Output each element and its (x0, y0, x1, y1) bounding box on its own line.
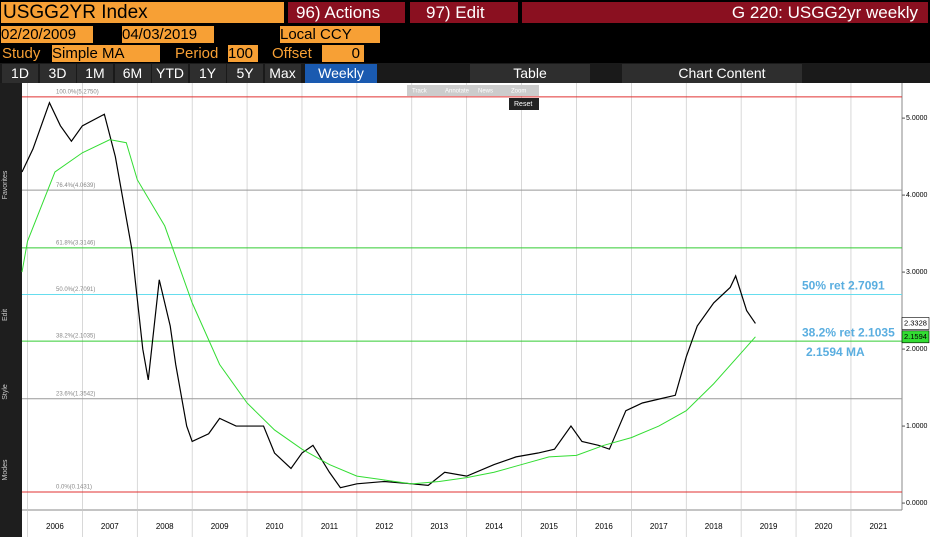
plot-background (22, 83, 930, 537)
axis-area (902, 83, 930, 537)
y-tick-label: 5.0000 (906, 115, 928, 122)
floating-tool: Annotate (445, 89, 470, 95)
floating-tool: Zoom (511, 89, 526, 95)
x-tick-label: 2018 (705, 522, 723, 531)
window-title: G 220: USGG2yr weekly (522, 2, 928, 23)
retracement-label: 100.0%(5.2750) (56, 90, 99, 96)
annotation: 50% ret 2.7091 (802, 279, 885, 293)
table-button[interactable]: Table (470, 64, 590, 83)
sidebar-section: Favorites (2, 170, 9, 199)
period-button[interactable]: Max (264, 64, 301, 83)
date-to[interactable]: 04/03/2019 (122, 26, 214, 43)
sidebar-section: Edit (2, 309, 9, 321)
y-tick-label: 2.0000 (906, 346, 928, 353)
x-tick-label: 2006 (46, 522, 64, 531)
y-tick-label: 3.0000 (906, 269, 928, 276)
annotation: 2.1594 MA (806, 345, 865, 359)
floating-tool: Track (412, 89, 428, 95)
reset-label: Reset (514, 101, 532, 108)
x-tick-label: 2021 (869, 522, 887, 531)
sidebar (0, 83, 22, 537)
retracement-label: 38.2%(2.1035) (56, 334, 95, 340)
period-button[interactable]: 3D (39, 64, 76, 83)
x-tick-label: 2010 (266, 522, 284, 531)
x-tick-label: 2009 (211, 522, 229, 531)
x-tick-label: 2014 (485, 522, 503, 531)
floating-toolbar (407, 85, 539, 96)
retracement-label: 76.4%(4.0639) (56, 183, 95, 189)
frequency-button[interactable]: Weekly (305, 64, 377, 83)
x-tick-label: 2007 (101, 522, 119, 531)
x-tick-label: 2019 (760, 522, 778, 531)
offset-label: Offset (272, 45, 312, 62)
actions-menu[interactable]: 96) Actions (288, 2, 405, 23)
x-tick-label: 2008 (156, 522, 174, 531)
security-field[interactable]: USGG2YR Index (1, 2, 284, 23)
edit-menu[interactable]: 97) Edit (410, 2, 518, 23)
sidebar-section: Modes (2, 459, 9, 481)
header-bar: USGG2YR Index 96) Actions 97) Edit G 220… (0, 0, 930, 25)
study-label: Study (2, 45, 41, 62)
y-tick-label: 1.0000 (906, 423, 928, 430)
y-tick-label: 0.0000 (906, 500, 928, 507)
x-tick-label: 2020 (815, 522, 833, 531)
floating-tool: News (478, 89, 493, 95)
x-tick-label: 2015 (540, 522, 558, 531)
reset-button (509, 98, 539, 110)
x-tick-label: 2016 (595, 522, 613, 531)
period-field[interactable]: 100 (228, 45, 258, 62)
retracement-label: 23.6%(1.3542) (56, 391, 95, 397)
y-tick-label: 4.0000 (906, 192, 928, 199)
study-field[interactable]: Simple MA (52, 45, 160, 62)
period-label: Period (175, 45, 219, 62)
chart-content-button[interactable]: Chart Content (622, 64, 802, 83)
last-value-label: 2.3328 (904, 318, 927, 327)
x-tick-label: 2011 (321, 522, 339, 531)
period-button[interactable]: 5Y (227, 64, 263, 83)
series-line (21, 101, 756, 489)
period-button[interactable]: 6M (114, 64, 151, 83)
currency[interactable]: Local CCY (280, 26, 380, 43)
period-button[interactable]: YTD (152, 64, 188, 83)
period-button[interactable]: 1D (2, 64, 38, 83)
period-button[interactable]: 1Y (189, 64, 226, 83)
series-line (21, 139, 756, 485)
offset-field[interactable]: 0 (322, 45, 364, 62)
retracement-label: 50.0%(2.7091) (56, 287, 95, 293)
last-value-label: 2.1594 (904, 332, 927, 341)
toolbar: Weekly Table Chart Content 1D 3D 1M 6M YTD 1Y… (0, 63, 930, 83)
sidebar-section: Style (2, 384, 9, 400)
date-from[interactable]: 02/20/2009 (1, 26, 93, 43)
last-value-box (901, 330, 930, 344)
retracement-label: 0.0%(0.1431) (56, 485, 92, 491)
x-tick-label: 2017 (650, 522, 668, 531)
x-tick-label: 2012 (375, 522, 393, 531)
x-tick-label: 2013 (430, 522, 448, 531)
annotation: 38.2% ret 2.1035 (802, 325, 895, 339)
retracement-label: 61.8%(3.3146) (56, 240, 95, 246)
last-value-box (901, 317, 930, 330)
period-button[interactable]: 1M (77, 64, 113, 83)
